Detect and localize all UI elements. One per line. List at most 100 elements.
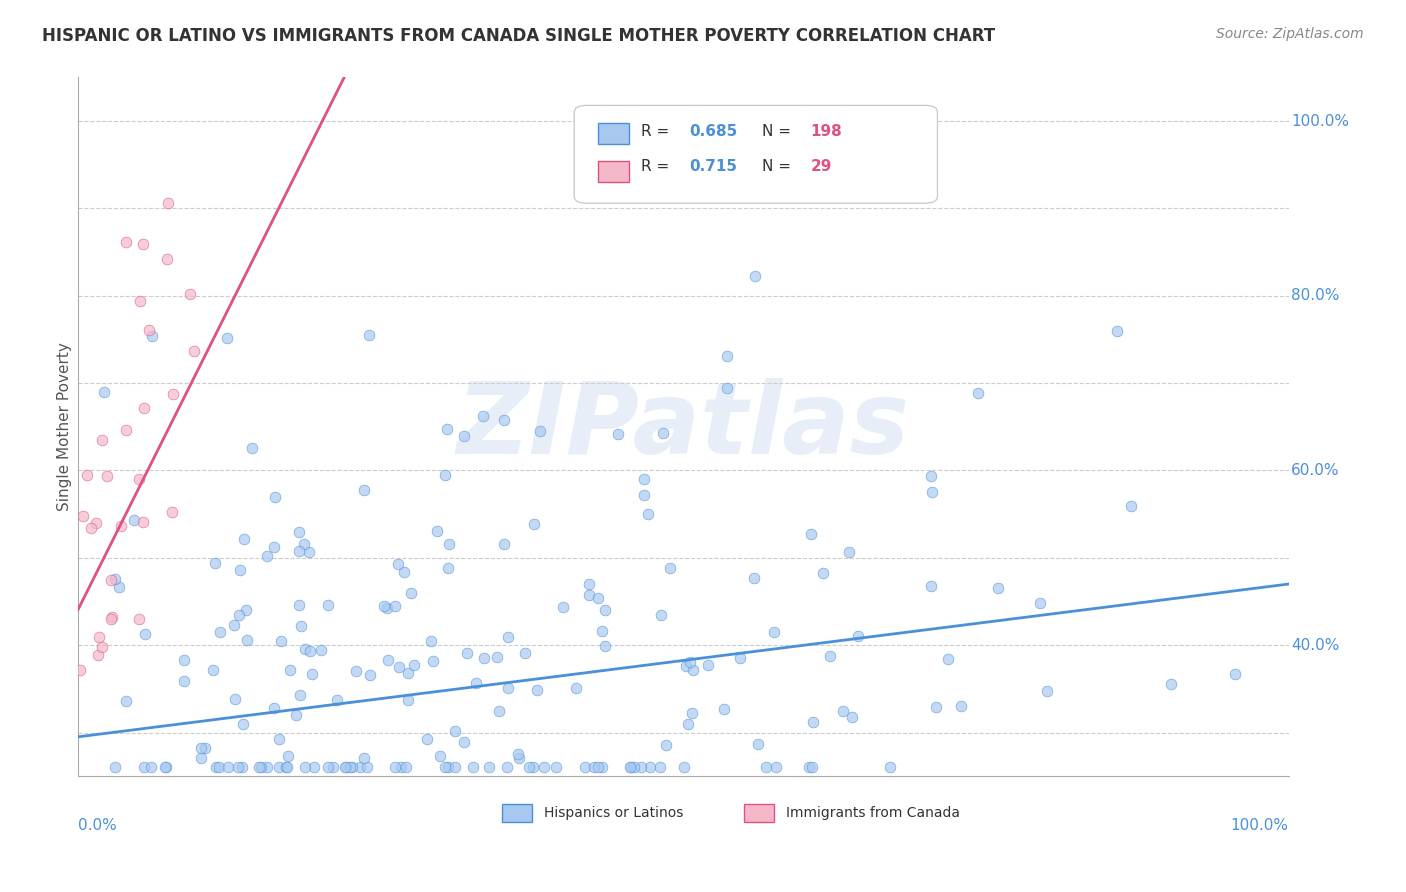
Point: [104, 572, 127, 586]
Text: 100.0%: 100.0%: [1230, 818, 1289, 833]
Point: [456, 646, 478, 660]
Point: [638, 760, 661, 774]
Point: [384, 599, 406, 614]
Point: [591, 760, 613, 774]
Point: [264, 490, 287, 504]
Point: [263, 541, 285, 555]
Point: [90, 640, 112, 655]
Point: [76, 468, 98, 483]
Point: [100, 612, 122, 626]
Point: [966, 386, 988, 401]
Point: [294, 641, 316, 656]
Text: 0.715: 0.715: [689, 160, 737, 174]
Point: [987, 581, 1010, 595]
Point: [316, 760, 339, 774]
Point: [1119, 499, 1142, 513]
Point: [290, 618, 312, 632]
Point: [472, 409, 495, 424]
Point: [80, 521, 103, 535]
Point: [299, 643, 322, 657]
Point: [763, 625, 786, 640]
Point: [134, 401, 156, 416]
Point: [302, 760, 325, 774]
Point: [486, 650, 509, 665]
FancyBboxPatch shape: [599, 161, 628, 182]
Point: [339, 760, 361, 774]
Point: [114, 235, 136, 249]
Point: [217, 760, 239, 774]
Point: [920, 579, 942, 593]
Point: [72, 509, 94, 524]
Point: [755, 760, 778, 774]
Point: [716, 349, 738, 363]
Point: [492, 536, 515, 550]
Point: [388, 660, 411, 674]
Point: [633, 487, 655, 501]
Text: 0.685: 0.685: [689, 125, 738, 139]
Point: [357, 328, 380, 343]
Y-axis label: Single Mother Poverty: Single Mother Poverty: [58, 343, 72, 511]
Point: [215, 330, 238, 344]
Point: [208, 625, 231, 640]
Point: [437, 537, 460, 551]
Point: [389, 760, 412, 774]
FancyBboxPatch shape: [502, 805, 531, 822]
Point: [949, 698, 972, 713]
Point: [595, 639, 617, 653]
Text: Hispanics or Latinos: Hispanics or Latinos: [544, 805, 683, 820]
Point: [797, 760, 820, 774]
Point: [132, 237, 155, 252]
Point: [173, 673, 195, 688]
Point: [236, 633, 259, 648]
Point: [472, 651, 495, 665]
Point: [160, 505, 183, 519]
Point: [280, 663, 302, 677]
Point: [122, 513, 145, 527]
Point: [415, 731, 437, 746]
Point: [224, 691, 246, 706]
Point: [93, 384, 115, 399]
Point: [800, 526, 823, 541]
Point: [508, 747, 530, 761]
Point: [623, 760, 645, 774]
Point: [831, 705, 853, 719]
Point: [488, 704, 510, 718]
Point: [270, 634, 292, 648]
Point: [301, 667, 323, 681]
Point: [353, 483, 375, 497]
Point: [402, 658, 425, 673]
Text: 0.0%: 0.0%: [77, 818, 117, 833]
Point: [132, 515, 155, 529]
Point: [936, 652, 959, 666]
Point: [309, 642, 332, 657]
Point: [387, 557, 409, 571]
Point: [333, 760, 356, 774]
Point: [100, 610, 122, 624]
Point: [349, 760, 371, 774]
Point: [801, 714, 824, 729]
Point: [846, 629, 869, 643]
Point: [478, 760, 501, 774]
Point: [593, 603, 616, 617]
Text: N =: N =: [762, 160, 796, 174]
Point: [429, 749, 451, 764]
Point: [637, 507, 659, 521]
Point: [128, 612, 150, 626]
Point: [607, 426, 630, 441]
Point: [529, 424, 551, 438]
Point: [359, 667, 381, 681]
Point: [1160, 677, 1182, 691]
Point: [396, 693, 419, 707]
Point: [658, 561, 681, 575]
Point: [925, 700, 948, 714]
Point: [444, 760, 467, 774]
Point: [226, 760, 249, 774]
Point: [508, 751, 530, 765]
Point: [344, 664, 367, 678]
Point: [395, 760, 418, 774]
Text: 29: 29: [810, 160, 832, 174]
Point: [517, 760, 540, 774]
Point: [377, 653, 399, 667]
Point: [100, 573, 122, 587]
Point: [156, 252, 179, 266]
